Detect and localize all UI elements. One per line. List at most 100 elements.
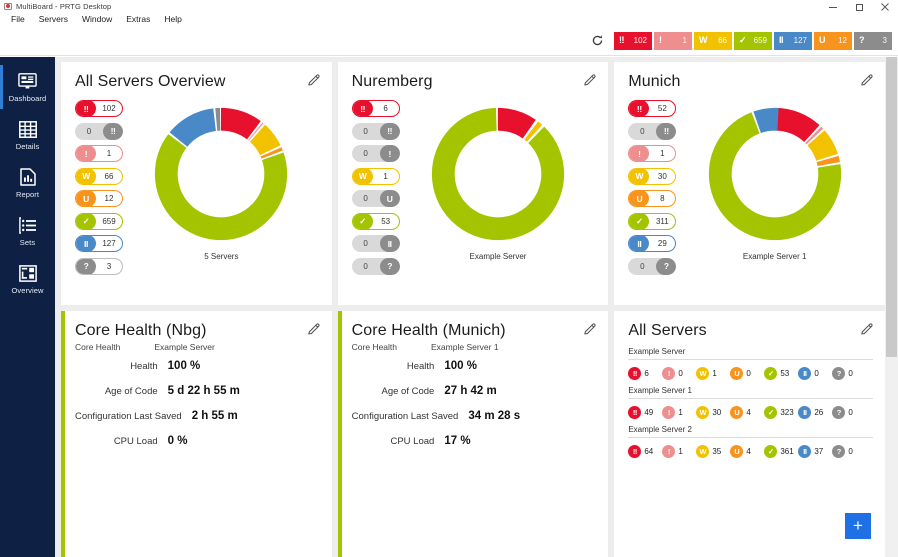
status-badge-warning-partial[interactable]: ! 1	[654, 31, 692, 50]
legend-pill-unusual[interactable]: U 12	[75, 190, 123, 207]
menu-servers[interactable]: Servers	[38, 14, 68, 24]
maximize-button[interactable]	[846, 0, 872, 14]
status-badge-up[interactable]: ✓ 659	[734, 31, 772, 50]
card-header: Nuremberg	[352, 72, 597, 92]
legend-value: 1	[660, 149, 665, 158]
legend-pill-warning[interactable]: W 66	[75, 167, 123, 185]
status-count: 1	[678, 447, 683, 456]
legend-pill-warning[interactable]: W 30	[628, 167, 677, 185]
metric-row: CPU Load 0 %	[75, 435, 264, 447]
menu-extras[interactable]: Extras	[126, 14, 151, 24]
legend-pill-unknown[interactable]: ? 0	[351, 257, 400, 275]
legend-pill-unusual[interactable]: U 0	[351, 190, 400, 207]
legend-pill-unknown[interactable]: ? 3	[75, 257, 123, 275]
legend-pill-down-ack[interactable]: !! 0	[75, 122, 123, 140]
card-title: Munich	[628, 73, 681, 90]
minimize-button[interactable]	[820, 0, 846, 14]
status-cell-up[interactable]: ✓ 361	[764, 445, 797, 458]
status-cell-unknown[interactable]: ? 0	[832, 445, 865, 458]
status-count: 4	[746, 408, 751, 417]
status-cell-unknown[interactable]: ? 0	[832, 367, 865, 380]
legend-value: 1	[106, 149, 112, 158]
legend-pill-paused[interactable]: II 0	[351, 235, 400, 252]
status-badge-unusual[interactable]: U 12	[814, 31, 852, 50]
legend-pill-warning-partial[interactable]: ! 1	[75, 145, 123, 162]
metric-row: Configuration Last Saved 2 h 55 m	[75, 410, 264, 422]
status-cell-warning-partial[interactable]: ! 1	[662, 406, 695, 419]
pencil-icon[interactable]	[860, 323, 873, 341]
status-cell-unusual[interactable]: U 0	[730, 367, 763, 380]
refresh-icon[interactable]	[586, 30, 608, 52]
sidebar-item-dashboard[interactable]: Dashboard	[0, 63, 55, 111]
status-badge-warning[interactable]: W 66	[694, 31, 732, 50]
status-cell-unusual[interactable]: U 4	[730, 445, 763, 458]
sidebar-item-sets[interactable]: Sets	[0, 207, 55, 255]
legend-pill-up[interactable]: ✓ 53	[351, 212, 400, 230]
status-cell-paused[interactable]: II 37	[798, 445, 831, 458]
status-cell-warning[interactable]: W 35	[696, 445, 729, 458]
status-cell-down[interactable]: !! 49	[628, 406, 661, 419]
legend-pill-down-ack[interactable]: !! 0	[351, 122, 400, 140]
legend-pill-down-ack[interactable]: !! 0	[628, 122, 677, 140]
metric-value: 17 %	[444, 435, 471, 447]
pencil-icon[interactable]	[307, 74, 320, 92]
menu-help[interactable]: Help	[164, 14, 182, 24]
status-cell-paused[interactable]: II 0	[798, 367, 831, 380]
status-badge-paused[interactable]: II 127	[774, 31, 812, 50]
legend-pill-warning[interactable]: W 1	[351, 167, 400, 185]
legend-pill-paused[interactable]: II 29	[628, 235, 677, 252]
scrollbar-thumb[interactable]	[886, 57, 897, 357]
pencil-icon[interactable]	[860, 74, 873, 92]
legend-pill-down[interactable]: !! 52	[628, 100, 677, 117]
pencil-icon[interactable]	[583, 74, 596, 92]
status-cell-unusual[interactable]: U 4	[730, 406, 763, 419]
status-cell-down[interactable]: !! 64	[628, 445, 661, 458]
up-count: 659	[753, 36, 767, 45]
card-title: Core Health (Munich)	[351, 322, 506, 339]
status-cell-up[interactable]: ✓ 53	[764, 367, 797, 380]
status-badge-unknown[interactable]: ? 3	[854, 31, 892, 50]
status-cell-paused[interactable]: II 26	[798, 406, 831, 419]
status-cell-warning-partial[interactable]: ! 0	[662, 367, 695, 380]
warning-partial-icon: !	[379, 145, 400, 162]
question-icon: ?	[656, 257, 677, 275]
legend-pill-unusual[interactable]: U 8	[628, 190, 677, 207]
pause-icon: II	[798, 406, 812, 419]
close-button[interactable]	[872, 0, 898, 14]
card-munich: Munich !! 52 !!	[614, 62, 885, 305]
status-cell-warning[interactable]: W 30	[696, 406, 729, 419]
status-badge-down[interactable]: !! 102	[614, 31, 652, 50]
legend-pill-unknown[interactable]: ? 0	[628, 257, 677, 275]
card-header: Core Health (Munich)	[352, 321, 597, 341]
metric-value: 2 h 55 m	[191, 410, 238, 422]
status-cell-unknown[interactable]: ? 0	[832, 406, 865, 419]
legend-pill-down[interactable]: !! 6	[351, 100, 400, 117]
card-core-health-munich: Core Health (Munich) Core Health Example…	[337, 311, 609, 557]
legend-pill-warning-partial[interactable]: ! 0	[351, 145, 400, 162]
legend-pill-up[interactable]: ✓ 311	[628, 212, 677, 230]
sidebar-item-report[interactable]: Report	[0, 159, 55, 207]
donut-chart-all-servers: 5 Servers	[123, 98, 320, 288]
status-cell-warning-partial[interactable]: ! 1	[662, 445, 695, 458]
grid-icon	[18, 119, 37, 139]
status-cell-warning[interactable]: W 1	[696, 367, 729, 380]
legend-pill-down[interactable]: !! 102	[75, 100, 123, 117]
menu-file[interactable]: File	[11, 14, 25, 24]
down-count: 102	[633, 36, 647, 45]
legend-pill-up[interactable]: ✓ 659	[75, 212, 123, 230]
menu-window[interactable]: Window	[82, 14, 113, 24]
pencil-icon[interactable]	[583, 323, 596, 341]
sidebar-item-details[interactable]: Details	[0, 111, 55, 159]
sidebar-item-overview[interactable]: Overview	[0, 255, 55, 303]
add-server-button[interactable]: +	[844, 513, 871, 539]
status-cell-down[interactable]: !! 6	[628, 367, 661, 380]
legend-pill-paused[interactable]: II 127	[75, 235, 123, 252]
vertical-scrollbar[interactable]	[885, 57, 898, 557]
pencil-icon[interactable]	[307, 323, 320, 341]
card-body: !! 6 !! 0 ! 0 W 1 U 0	[351, 98, 597, 288]
sidebar-label-details: Details	[15, 142, 40, 151]
status-cell-up[interactable]: ✓ 323	[764, 406, 797, 419]
legend-pill-warning-partial[interactable]: ! 1	[628, 145, 677, 162]
question-icon: ?	[859, 35, 865, 45]
status-count: 1	[712, 369, 717, 378]
